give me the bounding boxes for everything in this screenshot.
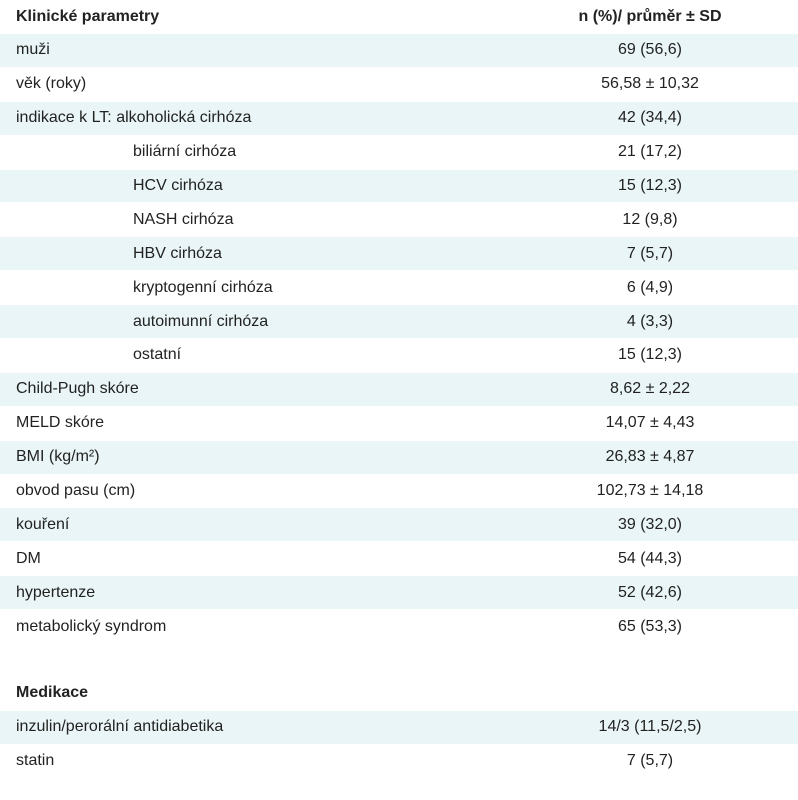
header-value: n (%)/ průměr ± SD [578, 7, 722, 25]
row-label: kryptogenní cirhóza [133, 278, 273, 296]
row-label: muži [16, 41, 50, 59]
row-label: MELD skóre [16, 414, 105, 432]
table-row: MELD skóre 14,07 ± 4,43 [0, 406, 798, 441]
header-label: Klinické parametry [16, 7, 160, 25]
table-row: věk (roky) 56,58 ± 10,32 [0, 67, 798, 102]
table-header: Klinické parametry n (%)/ průměr ± SD [0, 0, 798, 34]
table-row: Child-Pugh skóre 8,62 ± 2,22 [0, 372, 798, 407]
table-row: muži 69 (56,6) [0, 34, 798, 68]
section-title: Medikace [16, 684, 89, 702]
spacer-row [0, 644, 798, 678]
row-label: ostatní [133, 346, 182, 364]
row-label: statin [16, 752, 55, 770]
table-row: kouření 39 (32,0) [0, 508, 798, 543]
row-value: 54 (44,3) [617, 549, 683, 567]
section-heading: Medikace [0, 677, 798, 711]
table-row: inzulin/perorální antidiabetika 14/3 (11… [0, 710, 798, 745]
row-value: 42 (34,4) [617, 109, 683, 127]
row-label: obvod pasu (cm) [16, 482, 136, 500]
row-label: inzulin/perorální antidiabetika [16, 718, 224, 736]
table-row: indikace k LT: alkoholická cirhóza 42 (3… [0, 101, 798, 136]
table-row: metabolický syndrom 65 (53,3) [0, 610, 798, 645]
row-value: 15 (12,3) [617, 346, 683, 364]
row-label: hypertenze [16, 583, 96, 601]
row-value: 69 (56,6) [617, 41, 683, 59]
row-label: Child-Pugh skóre [16, 380, 139, 398]
row-value: 52 (42,6) [617, 583, 683, 601]
row-value: 56,58 ± 10,32 [601, 75, 699, 93]
table-row: NASH cirhóza 12 (9,8) [0, 203, 798, 238]
row-value: 14/3 (11,5/2,5) [598, 718, 702, 736]
row-label: biliární cirhóza [133, 143, 237, 161]
row-label: kouření [16, 515, 70, 533]
table-row: biliární cirhóza 21 (17,2) [0, 135, 798, 170]
row-label: NASH cirhóza [133, 210, 234, 228]
table-row: DM 54 (44,3) [0, 542, 798, 577]
table-row: BMI (kg/m²) 26,83 ± 4,87 [0, 440, 798, 475]
row-value: 4 (3,3) [626, 312, 674, 330]
table-row: ostatní 15 (12,3) [0, 339, 798, 373]
row-value: 39 (32,0) [617, 515, 683, 533]
table-row: autoimunní cirhóza 4 (3,3) [0, 305, 798, 340]
row-label: věk (roky) [16, 75, 87, 93]
table-row: kryptogenní cirhóza 6 (4,9) [0, 271, 798, 306]
row-label: BMI (kg/m²) [16, 448, 100, 466]
table-row: hypertenze 52 (42,6) [0, 576, 798, 611]
row-value: 21 (17,2) [617, 143, 683, 161]
table-row: statin 7 (5,7) [0, 744, 798, 779]
row-label: autoimunní cirhóza [133, 312, 269, 330]
table-row: HBV cirhóza 7 (5,7) [0, 237, 798, 272]
row-value: 6 (4,9) [626, 278, 674, 296]
row-value: 14,07 ± 4,43 [605, 414, 695, 432]
table-row: obvod pasu (cm) 102,73 ± 14,18 [0, 474, 798, 509]
row-value: 26,83 ± 4,87 [605, 448, 695, 466]
row-label: HCV cirhóza [133, 177, 223, 194]
row-value: 12 (9,8) [622, 210, 678, 228]
row-label: metabolický syndrom [16, 617, 167, 635]
row-value: 7 (5,7) [626, 244, 674, 262]
row-value: 65 (53,3) [617, 617, 683, 635]
row-value: 7 (5,7) [626, 752, 674, 770]
table-row: HCV cirhóza 15 (12,3) [0, 169, 798, 204]
clinical-parameters-table: Klinické parametry n (%)/ průměr ± SD mu… [0, 0, 798, 779]
row-value: 15 (12,3) [617, 177, 683, 194]
row-value: 8,62 ± 2,22 [610, 380, 690, 398]
row-value: 102,73 ± 14,18 [596, 482, 704, 500]
row-label: indikace k LT: alkoholická cirhóza [16, 109, 252, 127]
row-label: DM [16, 549, 41, 567]
row-label: HBV cirhóza [133, 244, 222, 262]
